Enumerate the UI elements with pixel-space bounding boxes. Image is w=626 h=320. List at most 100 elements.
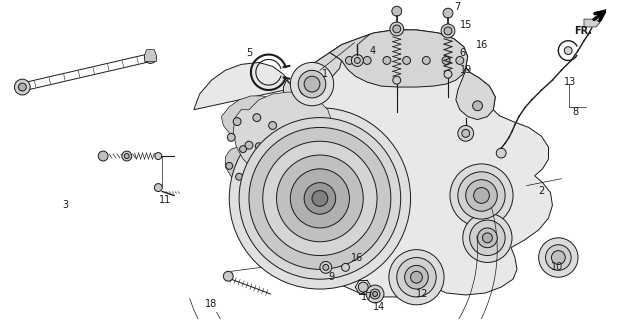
Circle shape <box>403 57 411 64</box>
Circle shape <box>300 85 310 95</box>
Circle shape <box>456 57 464 64</box>
Circle shape <box>346 57 354 64</box>
Circle shape <box>255 143 262 150</box>
Circle shape <box>145 52 156 63</box>
Circle shape <box>545 245 571 270</box>
Circle shape <box>390 22 404 36</box>
Circle shape <box>148 54 153 60</box>
Circle shape <box>423 57 430 64</box>
Circle shape <box>411 271 423 283</box>
Circle shape <box>462 129 470 137</box>
Circle shape <box>463 213 512 262</box>
Text: 10: 10 <box>550 262 563 272</box>
Polygon shape <box>284 52 342 100</box>
Circle shape <box>458 125 474 141</box>
Circle shape <box>304 183 336 214</box>
Circle shape <box>342 263 349 271</box>
Circle shape <box>249 177 256 184</box>
Circle shape <box>393 25 401 33</box>
Polygon shape <box>194 30 552 297</box>
Circle shape <box>229 108 411 289</box>
Circle shape <box>304 76 320 92</box>
Polygon shape <box>145 50 156 61</box>
Circle shape <box>235 173 242 180</box>
Circle shape <box>298 70 326 98</box>
Circle shape <box>269 148 276 155</box>
Text: 16: 16 <box>476 40 488 50</box>
Circle shape <box>323 264 329 270</box>
Circle shape <box>450 164 513 227</box>
Circle shape <box>320 261 332 273</box>
Circle shape <box>98 151 108 161</box>
Circle shape <box>265 137 272 145</box>
Circle shape <box>444 27 452 35</box>
Polygon shape <box>584 19 600 27</box>
Text: FR.: FR. <box>574 26 592 36</box>
Circle shape <box>351 54 363 66</box>
Text: 2: 2 <box>538 186 545 196</box>
Polygon shape <box>222 96 282 143</box>
Circle shape <box>444 70 452 78</box>
Circle shape <box>245 141 253 149</box>
Text: 14: 14 <box>373 302 385 312</box>
Circle shape <box>354 58 361 63</box>
Circle shape <box>538 238 578 277</box>
Circle shape <box>474 188 490 203</box>
Circle shape <box>122 151 131 161</box>
Circle shape <box>389 250 444 305</box>
Circle shape <box>253 114 261 122</box>
Circle shape <box>358 282 368 292</box>
Text: 11: 11 <box>159 196 172 205</box>
Circle shape <box>564 47 572 54</box>
Circle shape <box>269 122 277 129</box>
Circle shape <box>473 101 483 111</box>
Text: 1: 1 <box>322 69 328 79</box>
Circle shape <box>383 57 391 64</box>
Circle shape <box>125 154 129 158</box>
Circle shape <box>239 118 401 279</box>
Circle shape <box>227 133 235 141</box>
Text: 3: 3 <box>63 200 69 210</box>
Circle shape <box>366 285 384 303</box>
Polygon shape <box>233 92 332 179</box>
Circle shape <box>397 258 436 297</box>
Text: 8: 8 <box>572 107 578 117</box>
Text: 17: 17 <box>361 292 373 302</box>
Text: 12: 12 <box>416 289 429 299</box>
Circle shape <box>273 162 280 168</box>
Text: 15: 15 <box>460 20 472 30</box>
Circle shape <box>404 265 428 289</box>
Circle shape <box>372 292 377 296</box>
Circle shape <box>483 233 492 243</box>
Circle shape <box>155 153 162 159</box>
Circle shape <box>470 220 505 256</box>
Circle shape <box>233 118 241 125</box>
Circle shape <box>226 163 233 169</box>
Polygon shape <box>456 67 495 120</box>
Text: 6: 6 <box>460 48 466 58</box>
Circle shape <box>441 24 455 38</box>
Circle shape <box>496 148 506 158</box>
Polygon shape <box>330 30 468 87</box>
Circle shape <box>552 251 565 264</box>
Circle shape <box>363 57 371 64</box>
Text: 19: 19 <box>460 65 472 75</box>
Circle shape <box>240 146 247 153</box>
Circle shape <box>466 180 497 211</box>
Circle shape <box>290 169 349 228</box>
Circle shape <box>18 83 26 91</box>
Circle shape <box>478 228 497 248</box>
Circle shape <box>265 173 272 180</box>
Text: 13: 13 <box>564 77 577 87</box>
Circle shape <box>14 79 30 95</box>
Circle shape <box>223 271 233 281</box>
Polygon shape <box>225 143 282 186</box>
Text: 4: 4 <box>369 46 376 56</box>
Circle shape <box>458 172 505 219</box>
Text: 16: 16 <box>351 252 364 262</box>
Text: 5: 5 <box>246 48 252 58</box>
Circle shape <box>290 62 334 106</box>
Circle shape <box>370 289 380 299</box>
Text: 7: 7 <box>454 2 460 12</box>
Circle shape <box>249 127 391 269</box>
